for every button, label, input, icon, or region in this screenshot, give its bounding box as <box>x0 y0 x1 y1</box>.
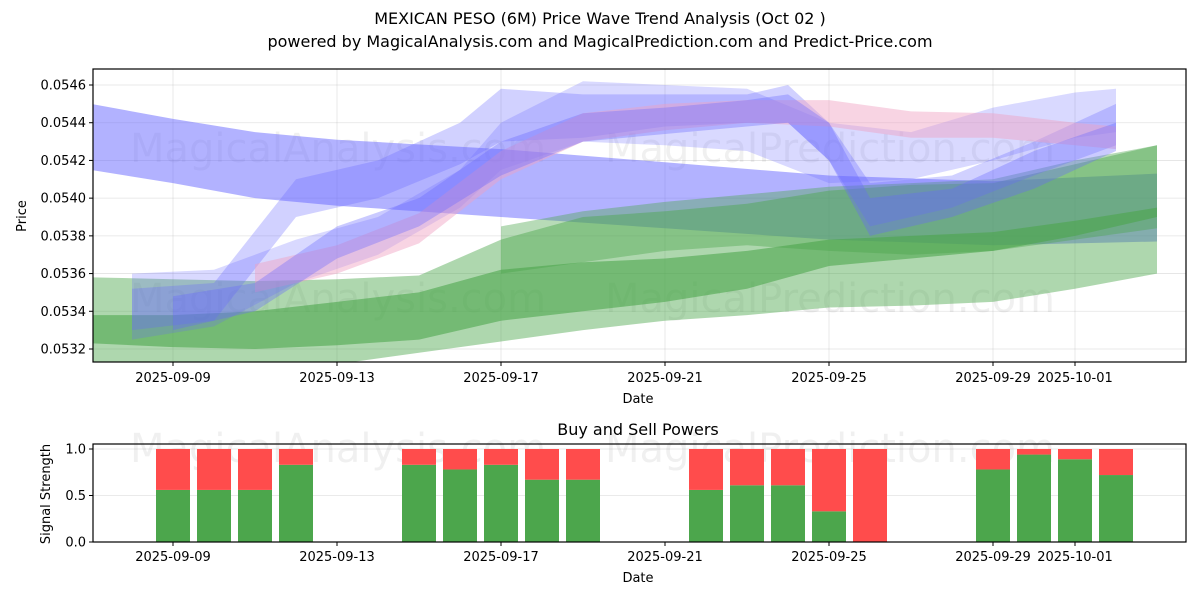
price-x-tick-label: 2025-09-13 <box>299 371 375 386</box>
price-y-tick-label: 0.0544 <box>41 116 87 131</box>
price-x-tick-label: 2025-09-09 <box>135 371 211 386</box>
buy-bar <box>1058 459 1092 542</box>
price-axes-frame <box>92 68 1187 363</box>
buy-bar <box>771 485 805 542</box>
price-x-tick-label: 2025-09-25 <box>791 371 867 386</box>
sell-bar <box>976 449 1010 470</box>
price-y-tick-label: 0.0542 <box>41 154 87 169</box>
buy-bar <box>197 489 231 542</box>
sell-bar <box>812 449 846 512</box>
signal-x-label: Date <box>622 571 653 586</box>
signal-y-tick-label: 0.5 <box>65 489 86 504</box>
sell-bar <box>1017 449 1051 455</box>
buy-bar <box>238 489 272 542</box>
price-y-label: Price <box>15 200 30 232</box>
signal-bars <box>156 449 1133 542</box>
sell-bar <box>402 449 436 465</box>
buy-bar <box>525 479 559 542</box>
buy-bar <box>484 464 518 542</box>
sell-bar <box>566 449 600 480</box>
price-bands <box>93 81 1157 362</box>
signal-x-tick-label: 2025-09-21 <box>627 550 703 565</box>
buy-bar <box>1099 475 1133 542</box>
price-band-purple-wave <box>173 94 1116 331</box>
sell-bar <box>853 449 887 542</box>
signal-x-tick-label: 2025-09-17 <box>463 550 539 565</box>
signal-x-tick-label: 2025-10-01 <box>1037 550 1113 565</box>
signal-y-tick-label: 0.0 <box>65 536 86 551</box>
buy-bar <box>566 479 600 542</box>
buy-bar <box>1017 454 1051 542</box>
price-y-tick-label: 0.0546 <box>41 79 87 94</box>
signal-x-tick-label: 2025-09-25 <box>791 550 867 565</box>
price-x-tick-label: 2025-10-01 <box>1037 371 1113 386</box>
price-band-blue-long-band <box>93 104 1157 246</box>
buy-bar <box>976 469 1010 542</box>
sell-bar <box>1099 449 1133 476</box>
sell-bar <box>279 449 313 465</box>
sell-bar <box>484 449 518 465</box>
price-y-tick-label: 0.0532 <box>41 343 87 358</box>
watermark-analysis-bottom: MagicalAnalysis.com <box>130 426 546 472</box>
sell-bar <box>156 449 190 490</box>
buy-bar <box>402 464 436 542</box>
price-band-blue-wave-1 <box>132 85 1116 331</box>
price-x-ticks: 2025-09-09 2025-09-13 2025-09-17 2025-09-21… <box>135 362 1113 386</box>
buy-bar <box>730 485 764 542</box>
sell-bar <box>238 449 272 490</box>
chart-subtitle: powered by MagicalAnalysis.com and Magic… <box>267 32 933 51</box>
price-x-tick-label: 2025-09-21 <box>627 371 703 386</box>
price-y-tick-label: 0.0538 <box>41 229 87 244</box>
signal-axes-frame <box>92 443 1187 543</box>
sell-bar <box>730 449 764 486</box>
buy-bar <box>443 469 477 542</box>
price-y-tick-label: 0.0534 <box>41 305 87 320</box>
price-y-ticks: 0.0532 0.0534 0.0536 0.0538 0.0540 0.0542 0.05… <box>41 79 93 358</box>
sell-bar <box>771 449 805 486</box>
price-band-pink-wave <box>255 100 1116 293</box>
chart-title: MEXICAN PESO (6M) Price Wave Trend Analy… <box>374 9 826 28</box>
buy-bar <box>689 489 723 542</box>
sell-bar <box>443 449 477 470</box>
price-band-blue-wave-2 <box>132 81 1116 340</box>
price-x-label: Date <box>622 392 653 407</box>
signal-y-tick-label: 1.0 <box>65 443 86 458</box>
sell-bar <box>197 449 231 490</box>
price-y-tick-label: 0.0540 <box>41 192 87 207</box>
signal-x-ticks: 2025-09-09 2025-09-13 2025-09-17 2025-09-21… <box>135 542 1113 565</box>
signal-x-tick-label: 2025-09-29 <box>955 550 1031 565</box>
buy-bar <box>279 464 313 542</box>
signal-chart-title: Buy and Sell Powers <box>557 420 719 439</box>
sell-bar <box>525 449 559 480</box>
price-x-tick-label: 2025-09-29 <box>955 371 1031 386</box>
price-band-teal-rising-band <box>501 145 1157 274</box>
signal-x-tick-label: 2025-09-09 <box>135 550 211 565</box>
sell-bar <box>1058 449 1092 460</box>
sell-bar <box>689 449 723 490</box>
signal-y-label: Signal Strength <box>39 444 54 544</box>
buy-bar <box>156 489 190 542</box>
price-y-tick-label: 0.0536 <box>41 267 87 282</box>
signal-x-tick-label: 2025-09-13 <box>299 550 375 565</box>
signal-y-ticks: 0.0 0.5 1.0 <box>65 443 93 551</box>
price-band-green-core-band <box>93 207 1157 349</box>
price-x-tick-label: 2025-09-17 <box>463 371 539 386</box>
buy-bar <box>812 511 846 542</box>
